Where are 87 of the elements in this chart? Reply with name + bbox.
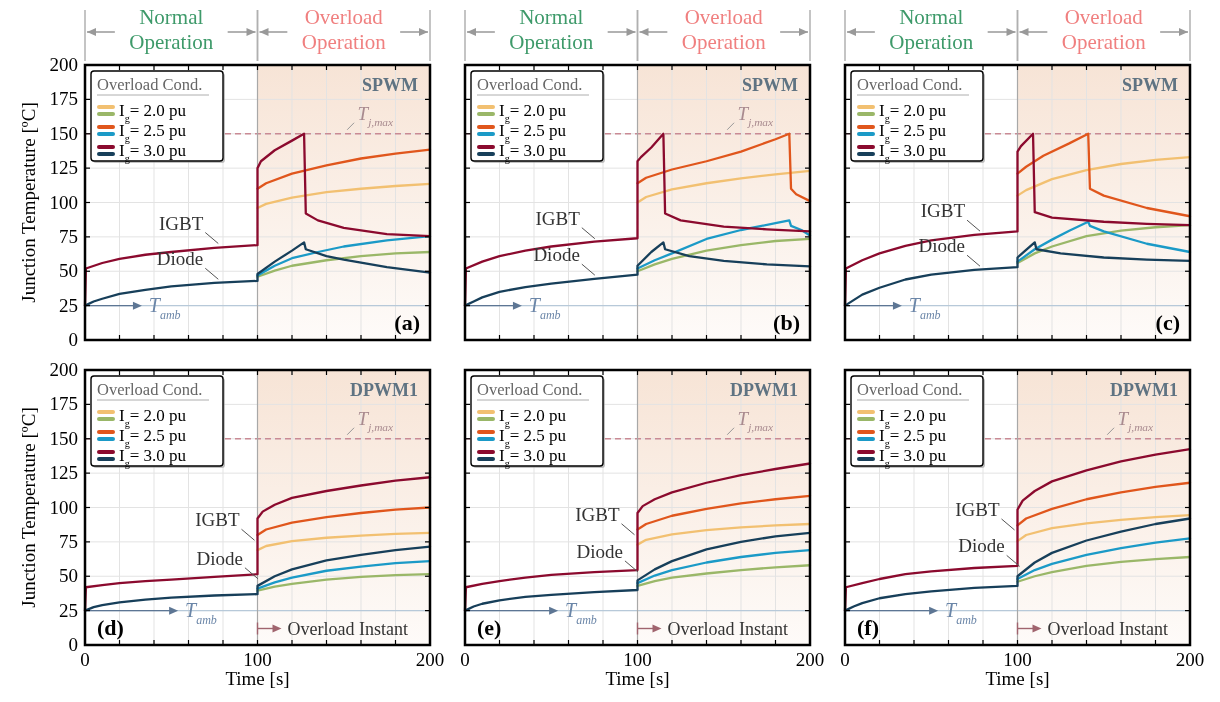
y-tick-label: 0 [68, 329, 78, 350]
legend-title: Overload Cond. [857, 75, 963, 94]
annotation: Overload Instant [1047, 618, 1168, 639]
y-axis-title: Junction Temperature [ºC] [18, 407, 39, 608]
x-axis-title: Time [s] [605, 668, 670, 689]
annotation: IGBT [920, 200, 966, 222]
y-tick-label: 150 [49, 122, 78, 144]
legend-title: Overload Cond. [97, 380, 203, 399]
annotation: IGBT [575, 503, 620, 525]
x-tick-label: 0 [840, 649, 850, 670]
y-tick-label: 200 [49, 54, 78, 75]
x-axis-title: Time [s] [985, 668, 1050, 689]
y-tick-label: 50 [59, 565, 78, 587]
annotation: IGBT [158, 212, 204, 234]
y-tick-label: 175 [49, 88, 78, 110]
text: (d) [97, 615, 124, 640]
annotation: Overload Instant [667, 618, 788, 639]
ref-line-label: T$_{j,max}$ [737, 102, 774, 128]
text: (b) [773, 310, 800, 335]
ref-line-label: T$_{j,max}$ [357, 102, 394, 128]
x-tick-label: 200 [415, 649, 445, 670]
text: SPWM [1122, 75, 1179, 95]
y-tick-label: 25 [59, 599, 78, 621]
legend-title: Overload Cond. [857, 380, 963, 399]
annotation: IGBT [535, 207, 581, 229]
ref-line-label: T$_{amb}$ [945, 598, 977, 627]
y-tick-label: 0 [68, 634, 78, 655]
y-tick-label: 150 [49, 427, 78, 449]
annotation: Diode [533, 244, 580, 266]
annotation: Diode [958, 535, 1005, 557]
text: SPWM [362, 75, 419, 95]
x-tick-label: 200 [1175, 649, 1205, 670]
annotation: Diode [156, 248, 204, 270]
ref-line-label: T$_{amb}$ [565, 598, 597, 627]
text: DPWM1 [1110, 380, 1178, 400]
x-tick-label: 100 [623, 649, 652, 670]
legend-label: I$_{g}$= 2.0 pu [119, 406, 187, 429]
y-tick-label: 75 [59, 225, 78, 247]
annotation: Diode [918, 235, 965, 257]
text: (a) [394, 310, 420, 335]
ref-line-label: T$_{j,max}$ [357, 407, 394, 433]
text: (e) [477, 615, 502, 640]
legend-title: Overload Cond. [97, 75, 203, 94]
x-tick-label: 100 [243, 649, 272, 670]
annotation: IGBT [195, 509, 240, 531]
annotation: Overload Instant [287, 618, 408, 639]
ref-line-label: T$_{amb}$ [908, 293, 941, 322]
text: (f) [857, 615, 879, 640]
x-tick-label: 100 [1003, 649, 1032, 670]
text: Normal Operation [889, 5, 974, 54]
y-tick-label: 75 [59, 530, 78, 552]
text: Overload Operation [301, 5, 387, 54]
y-tick-label: 200 [49, 359, 78, 380]
ref-line-label: T$_{j,max}$ [737, 407, 774, 433]
x-tick-label: 200 [795, 649, 825, 670]
text: (c) [1155, 310, 1180, 335]
legend-label: I$_{g}$= 2.0 pu [879, 406, 947, 429]
y-tick-label: 25 [59, 294, 78, 316]
y-tick-label: 50 [59, 260, 78, 282]
legend-label: I$_{g}$= 2.0 pu [119, 101, 187, 124]
x-axis-title: Time [s] [225, 668, 290, 689]
legend-title: Overload Cond. [477, 380, 583, 399]
x-tick-label: 0 [460, 649, 470, 670]
annotation: Diode [196, 547, 243, 569]
text: Overload Operation [1061, 5, 1147, 54]
ref-line-label: T$_{amb}$ [528, 293, 561, 322]
text: Normal Operation [509, 5, 594, 54]
ref-line-label: T$_{amb}$ [185, 598, 217, 627]
y-tick-label: 100 [49, 496, 78, 518]
legend-label: I$_{g}$= 2.0 pu [499, 101, 567, 124]
annotation: IGBT [955, 498, 1000, 520]
y-tick-label: 125 [49, 157, 78, 179]
ref-line-label: T$_{j,max}$ [1117, 407, 1154, 433]
text: DPWM1 [350, 380, 418, 400]
y-tick-label: 175 [49, 393, 78, 415]
text: Normal Operation [129, 5, 214, 54]
legend-label: I$_{g}$= 2.0 pu [499, 406, 567, 429]
text: SPWM [742, 75, 799, 95]
text: DPWM1 [730, 380, 798, 400]
y-axis-title: Junction Temperature [ºC] [18, 102, 39, 303]
y-tick-label: 125 [49, 462, 78, 484]
legend-title: Overload Cond. [477, 75, 583, 94]
legend-label: I$_{g}$= 2.0 pu [879, 101, 947, 124]
ref-line-label: T$_{amb}$ [148, 293, 181, 322]
y-tick-label: 100 [49, 191, 78, 213]
text: Overload Operation [681, 5, 767, 54]
annotation: Diode [576, 540, 623, 562]
